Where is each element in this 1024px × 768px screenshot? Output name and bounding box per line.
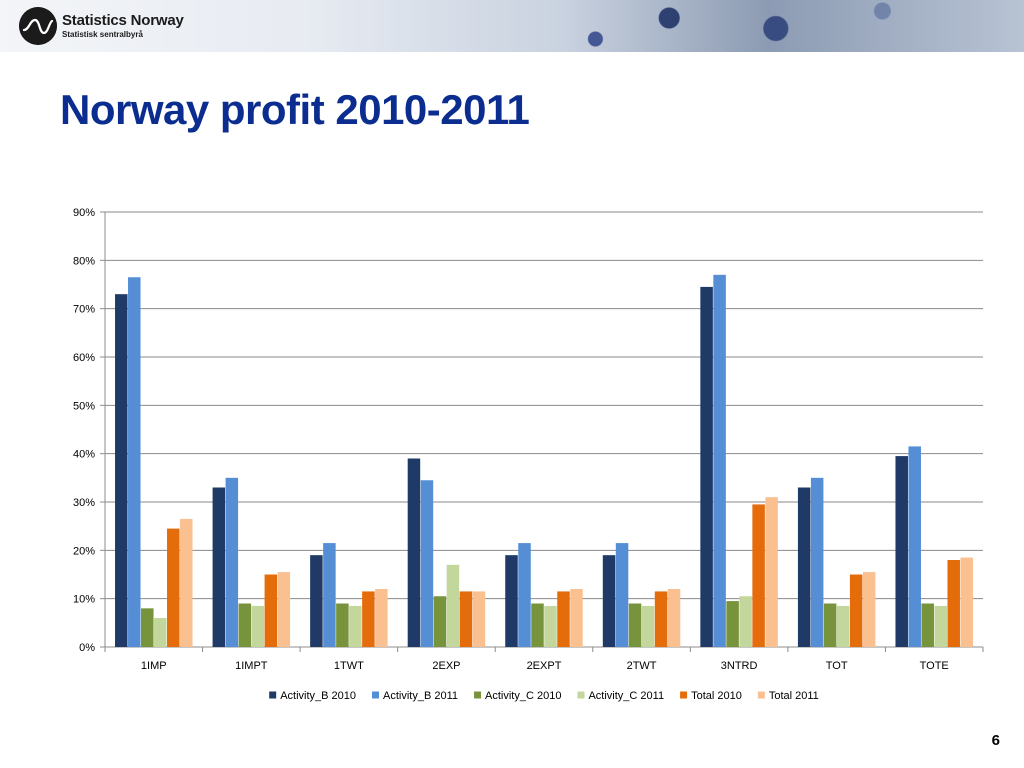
x-tick-label: TOTE	[920, 660, 949, 672]
axes: 0% 10% 20% 30% 40% 50% 60% 70% 80% 90% 1IMP 1IMPT 1T…	[73, 207, 984, 672]
bars	[115, 274, 973, 647]
legend-swatch	[474, 691, 482, 699]
brand-subtitle: Statistisk sentralbyrå	[62, 30, 143, 39]
y-tick-label: 90%	[73, 207, 95, 219]
statistics-norway-logo-icon	[19, 7, 57, 45]
bar	[225, 477, 239, 647]
bar	[836, 605, 850, 647]
bar	[752, 504, 765, 647]
bar	[628, 603, 642, 647]
bar	[349, 605, 362, 647]
legend-swatch	[269, 691, 277, 699]
x-tick-label: 1IMPT	[235, 660, 268, 672]
bar	[934, 605, 947, 647]
y-tick-label: 80%	[73, 255, 95, 267]
x-tick-label: 3NTRD	[721, 660, 758, 672]
bar	[570, 589, 583, 647]
bar	[128, 277, 141, 647]
bar	[947, 560, 960, 647]
bar	[505, 555, 518, 647]
bar	[960, 557, 973, 647]
y-tick-label: 20%	[73, 545, 95, 557]
page-title: Norway profit 2010-2011	[60, 86, 530, 133]
bar	[251, 605, 265, 647]
bar	[797, 487, 811, 647]
bar	[420, 480, 434, 647]
bar	[433, 596, 447, 647]
bar	[739, 596, 752, 647]
bar	[557, 591, 570, 647]
legend-label: Activity_C 2010	[485, 690, 561, 702]
legend: Activity_B 2010 Activity_B 2011 Activity_C…	[269, 690, 819, 702]
bar	[459, 591, 473, 647]
bar	[531, 603, 544, 647]
bar	[849, 574, 863, 647]
y-tick-label: 50%	[73, 400, 95, 412]
bar	[544, 605, 557, 647]
bar	[862, 572, 876, 647]
x-tick-label: TOT	[826, 660, 848, 672]
bar	[323, 543, 336, 647]
header-banner: Statistics Norway Statistisk sentralbyrå	[0, 0, 1024, 52]
brand-name: Statistics Norway	[62, 12, 184, 29]
bar	[472, 591, 486, 647]
y-tick-label: 70%	[73, 304, 95, 316]
bar	[446, 564, 460, 647]
bar	[641, 605, 655, 647]
legend-label: Total 2010	[691, 690, 742, 702]
gridlines	[105, 211, 983, 648]
bar	[615, 543, 629, 647]
bar	[154, 618, 167, 647]
bar	[654, 591, 668, 647]
bar	[895, 456, 908, 647]
bar	[362, 591, 375, 647]
bar	[310, 555, 323, 647]
bar	[336, 603, 349, 647]
legend-label: Activity_B 2010	[280, 690, 356, 702]
banner-decoration	[210, 0, 1024, 52]
legend-label: Total 2011	[769, 690, 819, 702]
bar	[277, 572, 291, 647]
y-tick-label: 60%	[73, 352, 95, 364]
y-tick-label: 0%	[79, 642, 95, 654]
bar	[602, 555, 616, 647]
legend-swatch	[577, 691, 585, 699]
legend-swatch	[680, 691, 688, 699]
bar	[700, 286, 713, 647]
bar	[212, 487, 226, 647]
bar	[167, 528, 180, 647]
y-tick-label: 10%	[73, 594, 95, 606]
bar	[823, 603, 837, 647]
y-tick-label: 30%	[73, 497, 95, 509]
bar	[908, 446, 921, 647]
bar	[141, 608, 154, 647]
bar	[238, 603, 252, 647]
x-tick-label: 1IMP	[141, 660, 167, 672]
bar	[180, 518, 193, 647]
legend-swatch	[757, 691, 765, 699]
legend-label: Activity_B 2011	[383, 690, 458, 702]
bar	[765, 497, 778, 647]
bar	[726, 601, 739, 647]
x-tick-label: 2EXP	[432, 660, 460, 672]
legend-label: Activity_C 2011	[588, 690, 664, 702]
bar	[375, 589, 388, 647]
page-number: 6	[991, 732, 1000, 749]
bar	[407, 458, 421, 647]
bar	[667, 589, 681, 647]
bar	[810, 477, 824, 647]
bar	[713, 274, 726, 647]
bar	[518, 543, 531, 647]
legend-swatch	[372, 691, 380, 699]
x-tick-label: 1TWT	[334, 660, 364, 672]
bar	[264, 574, 278, 647]
bar	[115, 294, 128, 647]
y-tick-label: 40%	[73, 449, 95, 461]
x-tick-label: 2TWT	[627, 660, 657, 672]
bar	[921, 603, 934, 647]
x-tick-label: 2EXPT	[527, 660, 562, 672]
